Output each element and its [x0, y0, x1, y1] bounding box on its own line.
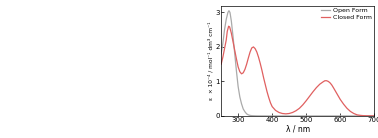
- Closed Form: [304, 100, 308, 102]
- Line: Closed Form: Closed Form: [221, 26, 374, 116]
- Legend: Open Form, Closed Form: Open Form, Closed Form: [320, 7, 372, 21]
- Open Form: [221, 43, 225, 44]
- Closed Form: [287, 113, 291, 114]
- Closed Form: [307, 95, 312, 97]
- Open Form: [263, 115, 268, 117]
- Open Form: [237, 96, 242, 98]
- Closed Form: [226, 25, 231, 27]
- Open Form: [372, 115, 376, 117]
- Closed Form: [372, 115, 376, 117]
- Open Form: [232, 53, 237, 55]
- Open Form: [249, 115, 254, 116]
- Closed Form: [232, 50, 237, 51]
- Open Form: [239, 103, 244, 105]
- Open Form: [226, 12, 230, 13]
- Open Form: [270, 115, 274, 117]
- Open Form: [256, 115, 261, 117]
- Open Form: [246, 114, 251, 116]
- Open Form: [227, 10, 231, 11]
- Open Form: [219, 53, 223, 55]
- Open Form: [236, 86, 240, 87]
- Open Form: [231, 36, 235, 37]
- Open Form: [228, 12, 232, 13]
- X-axis label: λ / nm: λ / nm: [286, 125, 310, 134]
- Y-axis label: ε  × 10⁻⁴ / mol⁻¹ dm³ cm⁻¹: ε × 10⁻⁴ / mol⁻¹ dm³ cm⁻¹: [208, 22, 214, 100]
- Closed Form: [219, 63, 223, 65]
- Open Form: [244, 113, 249, 115]
- Open Form: [243, 111, 247, 113]
- Open Form: [234, 70, 239, 72]
- Open Form: [229, 20, 234, 22]
- Open Form: [222, 29, 227, 30]
- Closed Form: [273, 110, 278, 111]
- Open Form: [248, 115, 253, 116]
- Line: Open Form: Open Form: [221, 11, 374, 116]
- Open Form: [253, 115, 257, 117]
- Closed Form: [263, 84, 268, 86]
- Open Form: [241, 108, 246, 110]
- Open Form: [224, 18, 228, 20]
